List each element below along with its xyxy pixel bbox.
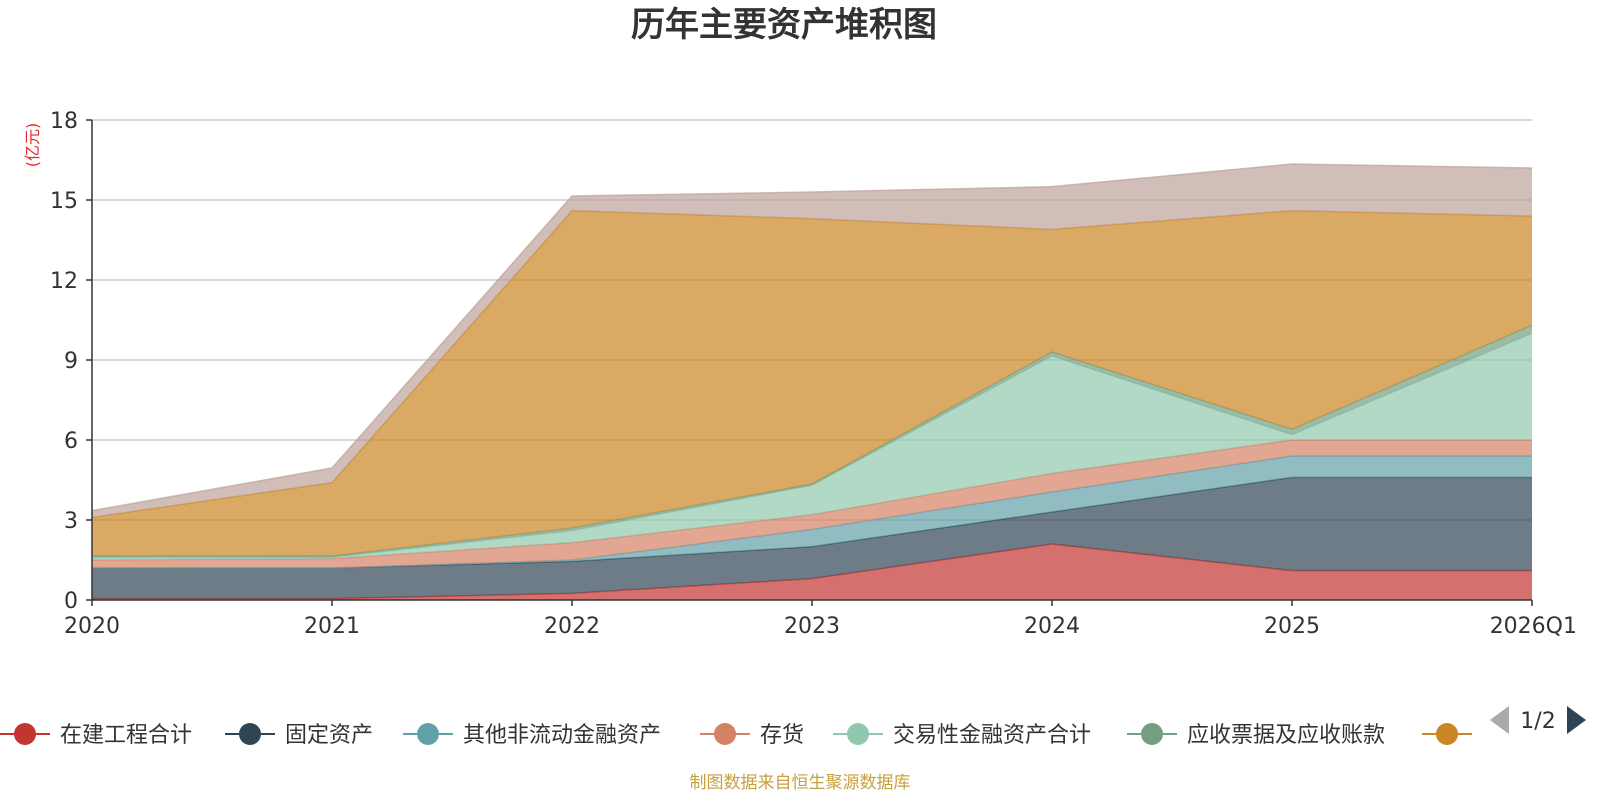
legend-circle-icon — [1141, 723, 1163, 745]
legend-circle-icon — [14, 723, 36, 745]
x-tick-label: 2026Q1 — [1490, 614, 1577, 639]
area-series-7 — [92, 164, 1532, 518]
area-series-line-7 — [91, 163, 1533, 512]
x-tick-label: 2025 — [1264, 614, 1320, 639]
area-series-group — [91, 163, 1533, 600]
x-tick-label: 2024 — [1024, 614, 1080, 639]
legend-label: 交易性金融资产合计 — [893, 723, 1091, 748]
legend-next-page-button[interactable] — [1567, 706, 1586, 734]
legend-item-4[interactable]: 交易性金融资产合计 — [833, 723, 1091, 748]
area-series-line-0 — [92, 543, 1532, 600]
legend-circle-icon — [714, 723, 736, 745]
x-tick-label: 2021 — [304, 614, 360, 639]
chart-title: 历年主要资产堆积图 — [631, 5, 937, 45]
legend-item-5[interactable]: 应收票据及应收账款 — [1127, 723, 1385, 748]
y-axis-ticks: 0 3 6 9 12 15 18 — [50, 109, 92, 614]
area-series-6 — [92, 210, 1532, 556]
y-axis-unit-label: (亿元) — [23, 123, 42, 168]
legend-item-2[interactable]: 其他非流动金融资产 — [403, 723, 661, 748]
legend-label: 应收票据及应收账款 — [1187, 723, 1385, 748]
legend: 在建工程合计 固定资产 其他非流动金融资产 存货 交易性金融资产合计 应收票据及应收账款 — [0, 723, 1472, 748]
legend-pager: 1/2 — [1490, 706, 1586, 734]
x-tick-label: 2022 — [544, 614, 600, 639]
legend-prev-page-button[interactable] — [1490, 706, 1509, 734]
legend-label: 存货 — [760, 723, 804, 748]
legend-circle-icon — [1436, 723, 1458, 745]
x-tick-label: 2023 — [784, 614, 840, 639]
x-axis-ticks: 2020 2021 2022 2023 2024 2025 2026Q1 — [64, 600, 1577, 639]
area-series-line-6 — [91, 209, 1533, 519]
y-tick-label: 0 — [64, 589, 78, 614]
y-tick-label: 18 — [50, 109, 78, 134]
y-tick-label: 9 — [64, 349, 78, 374]
source-note: 制图数据来自恒生聚源数据库 — [690, 773, 911, 793]
legend-label: 其他非流动金融资产 — [463, 723, 661, 748]
area-series-2 — [92, 456, 1532, 568]
legend-circle-icon — [239, 723, 261, 745]
legend-circle-icon — [847, 723, 869, 745]
legend-circle-icon — [417, 723, 439, 745]
legend-label: 固定资产 — [285, 723, 373, 748]
area-series-3 — [92, 440, 1532, 568]
y-tick-label: 6 — [64, 429, 78, 454]
y-tick-label: 12 — [50, 269, 78, 294]
legend-item-1[interactable]: 固定资产 — [225, 723, 373, 748]
legend-page-indicator: 1/2 — [1520, 709, 1555, 734]
area-series-1 — [92, 477, 1532, 599]
legend-item-3[interactable]: 存货 — [700, 723, 804, 748]
legend-item-6[interactable] — [1422, 723, 1472, 745]
legend-item-0[interactable]: 在建工程合计 — [0, 723, 192, 748]
x-tick-label: 2020 — [64, 614, 120, 639]
y-tick-label: 3 — [64, 509, 78, 534]
legend-label: 在建工程合计 — [60, 723, 192, 748]
y-tick-label: 15 — [50, 189, 78, 214]
